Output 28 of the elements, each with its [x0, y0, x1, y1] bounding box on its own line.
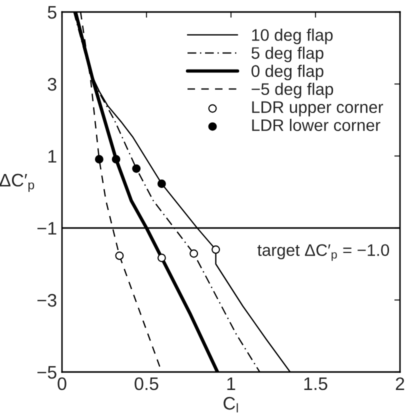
- point: [212, 245, 220, 254]
- legend-label: 5 deg flap: [252, 46, 324, 62]
- y-tick-label: −3: [37, 294, 56, 307]
- point: [157, 254, 166, 262]
- point: [157, 179, 166, 188]
- legend-label: 0 deg flap: [252, 64, 324, 80]
- x-tick-label: 2: [396, 377, 404, 390]
- y-tick-label: −1: [37, 222, 56, 235]
- x-axis-title: C$_{l}$: [224, 396, 238, 412]
- y-tick-label: 1: [48, 150, 56, 163]
- legend-label: LDR lower corner: [252, 118, 380, 132]
- ref-line-label: target ΔC′$_{p}$ = −1.0: [257, 244, 390, 261]
- point: [132, 164, 141, 173]
- legend-label: 10 deg flap: [252, 28, 333, 44]
- y-axis-title: ΔC′$_{p}$: [0, 174, 34, 192]
- y-tick-label: −5: [37, 366, 56, 379]
- point: [190, 249, 198, 258]
- y-tick-label: 3: [48, 78, 56, 91]
- point: [112, 155, 120, 164]
- legend-label: LDR upper corner: [252, 101, 384, 116]
- point: [94, 155, 104, 164]
- point: [115, 251, 124, 260]
- x-tick-label: 0: [58, 377, 66, 390]
- x-tick-label: 1.5: [304, 378, 328, 390]
- y-tick-label: 5: [48, 6, 56, 19]
- x-tick-label: 1: [227, 378, 236, 390]
- x-tick-label: 0.5: [134, 377, 158, 390]
- legend-label: −5 deg flap: [252, 82, 334, 98]
